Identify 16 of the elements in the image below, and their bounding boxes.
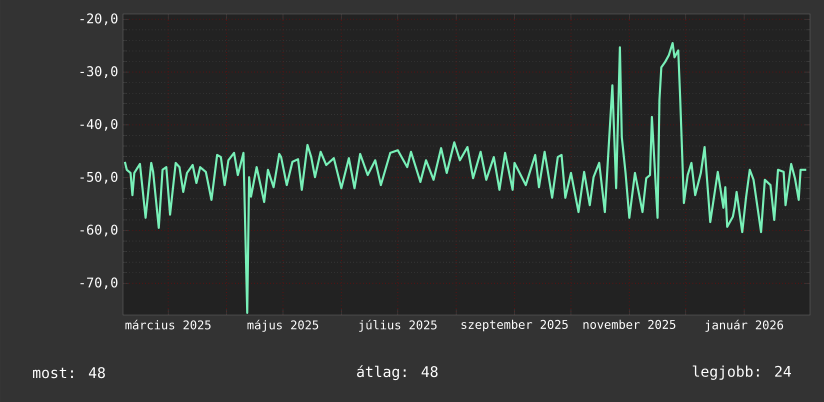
y-tick-label: -30,0 (80, 66, 118, 78)
x-tick-label: szeptember 2025 (462, 320, 568, 332)
x-tick-label: július 2025 (359, 320, 437, 332)
x-tick-label: január 2026 (705, 320, 784, 332)
y-tick-label: -40,0 (80, 118, 118, 131)
y-tick-label: -50,0 (80, 172, 118, 184)
text: most: 48 (33, 367, 105, 378)
y-tick-label: -70,0 (80, 277, 118, 290)
text: legjobb: 24 (692, 365, 791, 380)
text: átlag: 48 (357, 365, 438, 380)
line-series (124, 42, 808, 314)
y-tick-label: -60,0 (80, 224, 118, 236)
x-tick-label: november 2025 (584, 320, 676, 329)
y-tick-label: -20,0 (80, 13, 118, 26)
x-tick-label: május 2025 (248, 320, 318, 332)
x-tick-label: március 2025 (125, 320, 211, 330)
